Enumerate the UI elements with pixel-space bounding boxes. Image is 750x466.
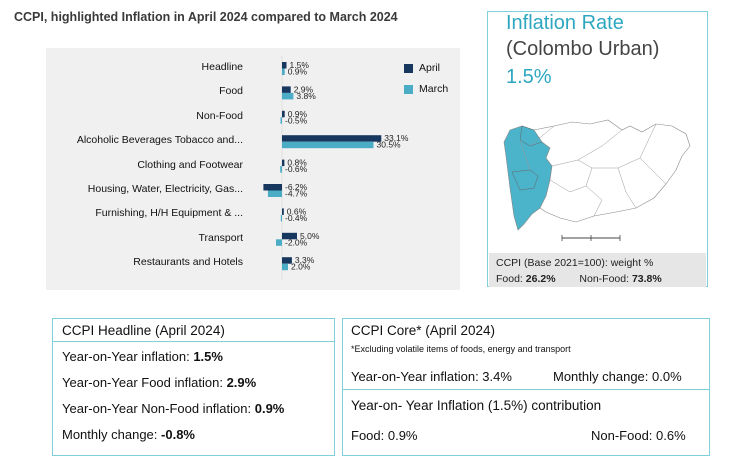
weight-food-label: Food: [496, 273, 523, 285]
data-label-march: -0.4% [285, 213, 308, 223]
category-label: Alcoholic Beverages Tobacco and... [76, 134, 243, 147]
map-panel: Inflation Rate (Colombo Urban) 1.5% CCPI… [487, 11, 708, 287]
data-label-april: 5.0% [300, 231, 320, 241]
category-label: Transport [198, 231, 243, 244]
data-label-april: 0.6% [287, 206, 307, 216]
data-label-march: -0.5% [285, 115, 308, 125]
map-panel-title: Inflation Rate [506, 12, 624, 34]
headline-row: Year-on-Year Food inflation: 2.9% [62, 375, 256, 390]
weight-nonfood-value: 73.8% [631, 273, 662, 285]
weight-values: Food: 26.2% Non-Food: 73.8% [496, 273, 662, 285]
contribution-nonfood: Non-Food: 0.6% [591, 428, 686, 443]
bar-april [282, 257, 292, 264]
legend-april: April [404, 62, 440, 74]
data-label-march: 2.0% [291, 262, 311, 272]
category-label: Clothing and Footwear [137, 158, 243, 171]
headline-box: CCPI Headline (April 2024) Year-on-Year … [52, 318, 335, 456]
headline-row-label: Monthly change: [62, 427, 158, 442]
bar-march [282, 92, 294, 100]
core-box: CCPI Core* (April 2024) *Excluding volat… [342, 318, 710, 390]
data-label-march: -4.7% [285, 189, 308, 199]
category-label: Non-Food [196, 109, 243, 122]
contribution-title: Year-on- Year Inflation (1.5%) contribut… [351, 398, 602, 413]
bar-march [282, 141, 374, 149]
legend-swatch-march [404, 84, 413, 94]
headline-row: Year-on-Year Non-Food inflation: 0.9% [62, 401, 284, 416]
data-label-march: 3.8% [296, 91, 316, 101]
data-label-march: -0.6% [285, 164, 308, 174]
bar-april [282, 86, 291, 93]
headline-row: Monthly change: -0.8% [62, 427, 195, 442]
headline-divider [53, 341, 334, 342]
weight-title: CCPI (Base 2021=100): weight % [496, 257, 654, 269]
headline-row-label: Year-on-Year inflation: [62, 349, 190, 364]
headline-row-label: Year-on-Year Non-Food inflation: [62, 401, 252, 416]
bar-march [282, 263, 288, 271]
data-label-march: 30.5% [377, 140, 402, 150]
category-label: Furnishing, H/H Equipment & ... [95, 207, 243, 220]
bar-march [267, 190, 282, 197]
category-label: Food [219, 85, 243, 98]
category-label: Restaurants and Hotels [133, 256, 243, 269]
data-label-april: 1.5% [290, 60, 310, 70]
core-note: *Excluding volatile items of foods, ener… [351, 344, 571, 354]
bar-april [282, 159, 285, 167]
headline-row-value: 1.5% [193, 349, 223, 364]
legend-label-march: March [419, 83, 449, 95]
headline-row-value: -0.8% [161, 427, 195, 442]
contribution-food: Food: 0.9% [351, 428, 418, 443]
bar-april [282, 208, 284, 215]
data-label-march: 0.9% [288, 67, 308, 77]
weight-food-value: 26.2% [525, 273, 556, 285]
headline-row-value: 0.9% [254, 401, 285, 416]
map-panel-subtitle: (Colombo Urban) [506, 38, 660, 60]
map-panel-value: 1.5% [506, 66, 552, 88]
district-map [490, 112, 705, 258]
core-title: CCPI Core* (April 2024) [351, 323, 496, 338]
bar-april [282, 62, 287, 69]
data-label-april: -6.2% [285, 182, 308, 192]
headline-row-value: 2.9% [226, 375, 257, 390]
bar-march [276, 239, 282, 246]
chart-area [46, 48, 460, 290]
bar-april [282, 110, 285, 118]
data-label-march: -2.0% [285, 237, 308, 247]
headline-row-label: Year-on-Year Food inflation: [62, 375, 223, 390]
chart-title: CCPI, highlighted Inflation in April 202… [14, 10, 398, 24]
data-label-april: 0.8% [287, 158, 307, 168]
core-yoy: Year-on-Year inflation: 3.4% [351, 369, 512, 384]
bar-april [282, 232, 297, 240]
headline-row: Year-on-Year inflation: 1.5% [62, 349, 223, 364]
bar-april [263, 184, 282, 191]
weight-nonfood-label: Non-Food: [579, 273, 630, 285]
core-monthly: Monthly change: 0.0% [553, 369, 682, 384]
data-label-april: 3.3% [295, 255, 315, 265]
bar-march [280, 214, 282, 222]
bar-march [280, 117, 282, 124]
weight-panel [489, 253, 706, 287]
data-label-april: 33.1% [384, 133, 409, 143]
bar-march [282, 68, 285, 75]
bar-march [280, 166, 282, 173]
legend-swatch-april [404, 63, 413, 73]
category-label: Headline [201, 61, 243, 73]
bar-chart: 1.5%0.9%2.9%3.8%0.9%-0.5%33.1%30.5%0.8%-… [263, 56, 409, 280]
data-label-april: 0.9% [288, 109, 308, 119]
legend-march: March [404, 83, 448, 95]
contribution-box: Year-on- Year Inflation (1.5%) contribut… [342, 389, 710, 456]
bar-april [282, 135, 382, 142]
legend-label-april: April [419, 62, 441, 74]
category-label: Housing, Water, Electricity, Gas... [87, 183, 243, 195]
headline-title: CCPI Headline (April 2024) [62, 323, 225, 338]
data-label-april: 2.9% [294, 84, 314, 94]
